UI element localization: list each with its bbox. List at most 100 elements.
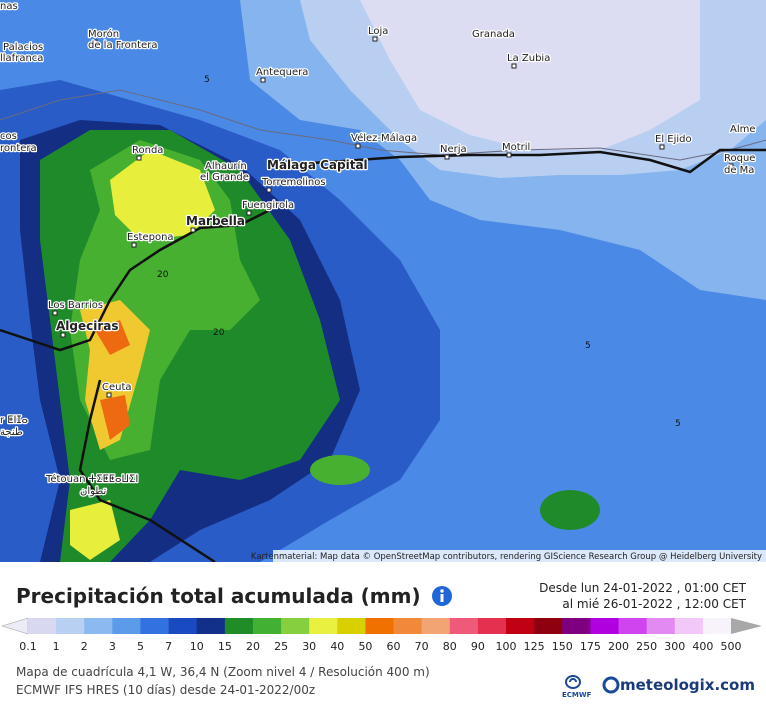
place-label: Los Barrios <box>48 300 103 311</box>
place-label: Morón <box>88 28 119 40</box>
colorbar-cell <box>140 618 170 634</box>
place-dot <box>372 36 378 42</box>
place-dot <box>260 77 266 83</box>
colorbar-cell <box>562 618 591 634</box>
place-label: Algeciras <box>56 319 119 333</box>
colorbar-label: 70 <box>415 640 429 653</box>
place-label: Alme <box>730 124 756 135</box>
precip-field <box>80 300 150 450</box>
place-label: Antequera <box>256 67 308 78</box>
place-label: Estepona <box>127 232 174 243</box>
info-icon[interactable] <box>431 585 453 607</box>
colorbar-cell <box>84 618 113 634</box>
date-to: al mié 26-01-2022 , 12:00 CET <box>562 597 746 611</box>
place-label: تطوان <box>80 486 106 497</box>
colorbar-label: 80 <box>443 640 457 653</box>
colorbar-label: 0.1 <box>19 640 37 653</box>
colorbar-label: 3 <box>109 640 116 653</box>
colorbar-label: 90 <box>471 640 485 653</box>
colorbar-cell <box>393 618 423 634</box>
place-dot <box>506 152 512 158</box>
place-dot <box>131 242 137 248</box>
colorbar-label: 5 <box>137 640 144 653</box>
contour-label: 5 <box>585 341 591 351</box>
colorbar-cell <box>646 618 676 634</box>
place-label: La Zubia <box>507 53 550 64</box>
colorbar-cell <box>477 618 507 634</box>
colorbar-label: 125 <box>524 640 545 653</box>
brand-logo <box>602 676 620 694</box>
place-dot <box>659 144 665 150</box>
place-label: Marbella <box>186 214 245 228</box>
place-label: Torremolinos <box>261 177 326 188</box>
place-label: Roque <box>724 153 755 164</box>
colorbar-label: 500 <box>721 640 742 653</box>
ecmwf-logo <box>565 675 582 689</box>
place-label: Granada <box>472 29 515 40</box>
colorbar-cell <box>196 618 226 634</box>
colorbar-label: 400 <box>692 640 713 653</box>
colorbar-label: 40 <box>330 640 344 653</box>
date-from: Desde lun 24-01-2022 , 01:00 CET <box>539 581 746 595</box>
contour-label: 5 <box>675 419 681 429</box>
colorbar-label: 300 <box>664 640 685 653</box>
place-label: Fuengirola <box>242 200 294 211</box>
brand: meteologix.com <box>620 676 755 694</box>
road <box>0 148 766 562</box>
colorbar-cell <box>28 618 57 634</box>
place-dot <box>511 63 517 69</box>
place-label: Loja <box>368 26 388 37</box>
colorbar-cell <box>112 618 141 634</box>
place-label: Málaga Capital <box>267 158 368 172</box>
colorbar-cell <box>56 618 85 634</box>
colorbar-label: 50 <box>358 640 372 653</box>
place-label: طنجة <box>0 427 23 438</box>
colorbar-label: 2 <box>81 640 88 653</box>
colorbar-cell <box>421 618 451 634</box>
grid-info: Mapa de cuadrícula 4,1 W, 36,4 N (Zoom n… <box>16 665 430 679</box>
contour-label: 20 <box>213 328 225 338</box>
colorbar-label: 20 <box>246 640 260 653</box>
place-label: Alhaurín <box>205 160 247 172</box>
colorbar-cell <box>224 618 254 634</box>
colorbar-label: 175 <box>580 640 601 653</box>
colorbar-cell <box>252 618 282 634</box>
colorbar-cell <box>674 618 704 634</box>
colorbar-end <box>731 618 762 634</box>
place-label: Tétouan ⵜⵉⵟⵟⴰⵡⵉⵏ <box>45 473 138 485</box>
colorbar-cell <box>702 618 732 634</box>
colorbar: 0.1 1 2 3 5 7 10 15 20 25 30 40 50 60 70 80 90 100 125 150 1… <box>1 617 762 653</box>
colorbar-cell <box>506 618 535 634</box>
precip-field <box>310 455 370 485</box>
colorbar-cell <box>449 618 479 634</box>
precip-field <box>110 150 215 240</box>
place-dot <box>355 143 361 149</box>
place-label: Palacios <box>3 42 43 53</box>
place-label: el Grande <box>200 172 249 183</box>
place-label: El Ejido <box>655 134 692 145</box>
place-label: de la Frontera <box>88 40 157 51</box>
colorbar-cell <box>337 618 366 634</box>
place-dot <box>246 210 252 216</box>
colorbar-cell <box>281 618 310 634</box>
colorbar-label: 30 <box>302 640 316 653</box>
place-label: Vélez-Málaga <box>351 132 417 144</box>
place-dot <box>444 154 450 160</box>
place-label: Ronda <box>132 145 163 156</box>
place-label: nas <box>0 1 18 12</box>
colorbar-label: 150 <box>552 640 573 653</box>
place-dot <box>728 163 734 169</box>
precip-field <box>540 490 600 530</box>
precip-field <box>95 320 130 440</box>
precip-field <box>360 0 700 150</box>
colorbar-cell <box>534 618 563 634</box>
contour-label: 20 <box>157 270 169 280</box>
colorbar-cell <box>168 618 198 634</box>
colorbar-label: 25 <box>274 640 288 653</box>
place-label: Motril <box>502 142 530 153</box>
place-dot <box>92 39 98 45</box>
colorbar-label: 15 <box>218 640 232 653</box>
place-label: r ⵟⵏⵊⴰ <box>0 415 28 426</box>
